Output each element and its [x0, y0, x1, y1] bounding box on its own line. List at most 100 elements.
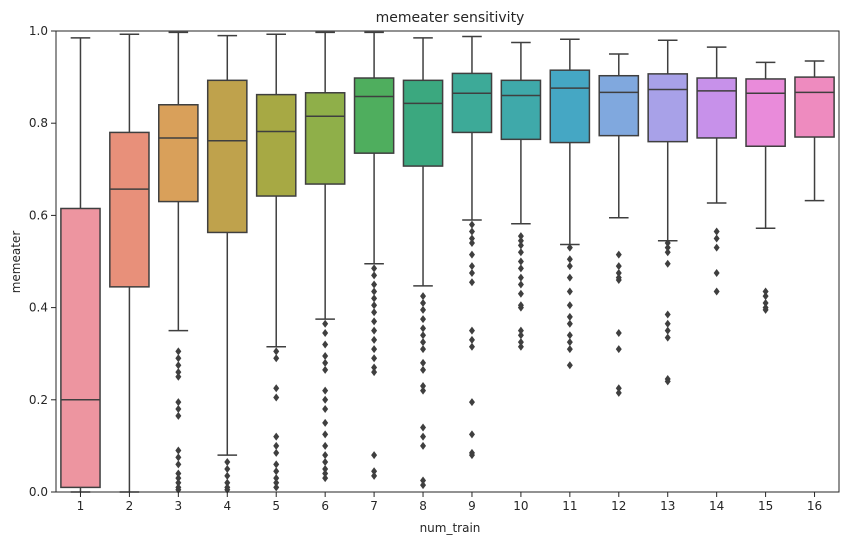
outlier-point	[224, 458, 231, 467]
box-iqr	[794, 76, 835, 138]
outlier-point	[420, 423, 427, 432]
outlier-point	[664, 243, 671, 252]
x-tick-label: 3	[175, 499, 183, 513]
outlier-point	[371, 264, 378, 273]
outlier-point	[322, 464, 329, 473]
outlier-point	[517, 280, 524, 289]
outlier-point	[371, 280, 378, 289]
outlier-point	[371, 363, 378, 372]
outlier-point	[762, 305, 769, 314]
outlier-point	[566, 273, 573, 282]
box-group-1	[60, 37, 101, 493]
outlier-point	[566, 319, 573, 328]
outlier-point	[713, 269, 720, 278]
y-tick-label: 0.8	[29, 116, 48, 130]
outlier-point	[468, 269, 475, 278]
outlier-point	[762, 287, 769, 296]
outlier-point	[175, 398, 182, 407]
outlier-point	[420, 324, 427, 333]
outlier-point	[420, 315, 427, 324]
outlier-point	[517, 241, 524, 250]
box-iqr	[158, 104, 199, 203]
outlier-point	[762, 292, 769, 301]
plot-frame	[55, 30, 840, 493]
outlier-point	[322, 451, 329, 460]
outlier-point	[175, 354, 182, 363]
outlier-point	[175, 446, 182, 455]
outlier-point	[420, 338, 427, 347]
box-iqr	[598, 74, 640, 137]
box-group-15	[745, 61, 786, 314]
y-axis: 0.0 0.2 0.4 0.6 0.8 1.0	[29, 24, 56, 499]
outlier-point	[664, 333, 671, 342]
outlier-point	[273, 478, 280, 487]
outlier-point	[322, 458, 329, 467]
x-tick-label: 4	[223, 499, 231, 513]
outlier-point	[566, 287, 573, 296]
outlier-point	[322, 441, 329, 450]
box-group-12	[598, 53, 640, 397]
box-iqr	[647, 73, 689, 143]
outlier-point	[615, 328, 622, 337]
outlier-point	[175, 368, 182, 377]
outlier-point	[175, 469, 182, 478]
box-iqr	[451, 72, 493, 134]
box-iqr	[696, 77, 737, 139]
box-iqr	[60, 207, 101, 489]
outlier-point	[517, 289, 524, 298]
outlier-point	[322, 319, 329, 328]
outlier-point	[371, 326, 378, 335]
outlier-point	[517, 264, 524, 273]
outlier-point	[322, 474, 329, 483]
outlier-point	[615, 269, 622, 278]
y-tick-label: 0.2	[29, 393, 48, 407]
outlier-point	[566, 331, 573, 340]
x-tick-label: 14	[709, 499, 724, 513]
outlier-point	[420, 345, 427, 354]
outlier-point	[713, 243, 720, 252]
outlier-point	[713, 287, 720, 296]
outlier-point	[664, 248, 671, 257]
x-tick-label: 9	[468, 499, 476, 513]
outlier-point	[371, 471, 378, 480]
outlier-point	[468, 335, 475, 344]
outlier-point	[420, 331, 427, 340]
outlier-point	[517, 331, 524, 340]
box-iqr	[109, 131, 150, 288]
outlier-point	[371, 451, 378, 460]
box-iqr	[206, 79, 248, 234]
outlier-point	[468, 398, 475, 407]
outlier-point	[273, 448, 280, 457]
x-tick-label: 10	[513, 499, 528, 513]
outlier-point	[566, 262, 573, 271]
outlier-point	[273, 460, 280, 469]
outlier-point	[615, 250, 622, 259]
y-axis-label: memeater	[9, 231, 23, 294]
outlier-point	[468, 342, 475, 351]
outlier-point	[322, 386, 329, 395]
outlier-point	[420, 441, 427, 450]
outlier-point	[322, 352, 329, 361]
x-tick-label: 2	[126, 499, 134, 513]
outlier-point	[517, 303, 524, 312]
y-tick-label: 0.4	[29, 301, 48, 315]
x-axis-label: num_train	[420, 521, 481, 535]
outlier-point	[420, 292, 427, 301]
box-group-7	[353, 31, 395, 480]
box-iqr	[500, 79, 542, 141]
outlier-point	[175, 405, 182, 414]
box-group-16	[794, 60, 835, 202]
outlier-point	[517, 338, 524, 347]
outlier-point	[224, 471, 231, 480]
box-group-9	[451, 35, 493, 460]
box-group-10	[500, 41, 542, 351]
outlier-point	[371, 301, 378, 310]
box-group-6	[304, 31, 346, 483]
outlier-point	[224, 478, 231, 487]
outlier-point	[468, 220, 475, 229]
outlier-point	[371, 294, 378, 303]
outlier-point	[615, 275, 622, 284]
x-tick-label: 12	[611, 499, 626, 513]
outlier-point	[175, 478, 182, 487]
